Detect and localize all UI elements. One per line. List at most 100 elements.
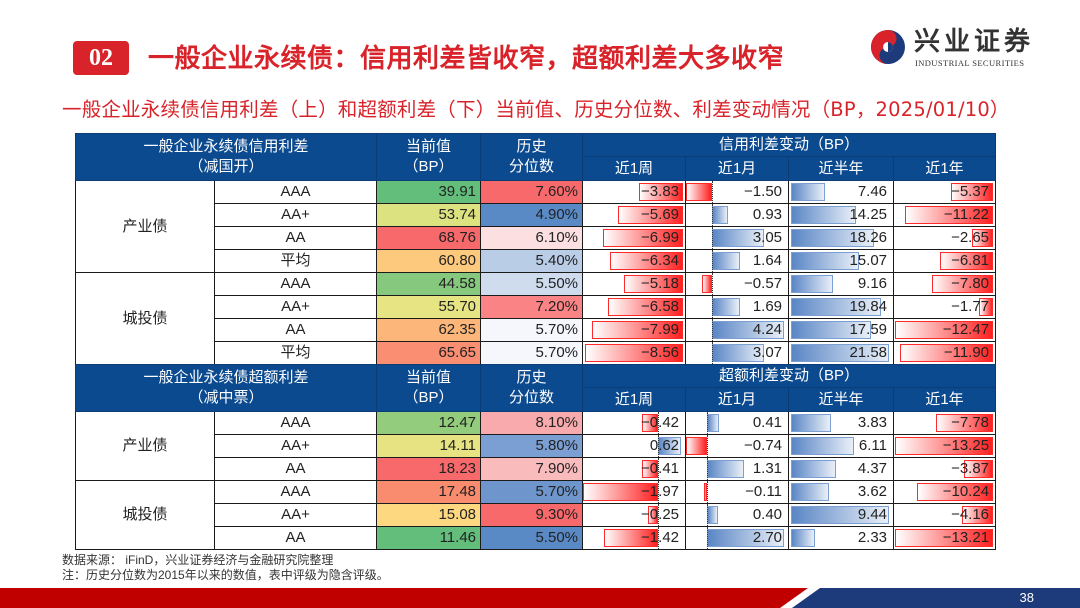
- rating: AA: [213, 457, 378, 481]
- spread-change-value: 6.11: [858, 437, 888, 454]
- historical-percentile: 5.70%: [480, 318, 584, 342]
- data-bar-axis: [707, 504, 709, 526]
- spread-change-value: 1.64: [752, 252, 783, 269]
- data-bar: [686, 183, 712, 201]
- period-header-6m: 近半年: [788, 387, 895, 412]
- spread-change-cell: 3.83: [788, 411, 895, 435]
- spread-change-cell: 1.31: [685, 457, 790, 481]
- page-title: 一般企业永续债：信用利差皆收窄，超额利差大多收窄: [148, 44, 785, 74]
- spread-change-value: −11.22: [943, 206, 990, 223]
- current-value: 39.91: [376, 180, 482, 204]
- spread-change-value: 3.05: [752, 229, 783, 246]
- data-bar: [791, 275, 833, 293]
- credit-change-group-header: 信用利差变动（BP）: [582, 133, 997, 157]
- spread-change-cell: −4.16: [893, 503, 997, 527]
- spread-change-value: −6.99: [641, 229, 680, 246]
- data-bar: [707, 506, 719, 524]
- spread-change-cell: −3.83: [582, 180, 687, 204]
- current-value: 14.11: [376, 434, 482, 458]
- data-bar: [972, 229, 994, 247]
- data-bar-axis: [707, 412, 709, 434]
- data-bar: [707, 460, 745, 478]
- logo-name-cn: 兴业证券: [914, 27, 1035, 57]
- rating: AAA: [213, 272, 378, 296]
- current-value: 15.08: [376, 503, 482, 527]
- table-row: AA+ 53.74 4.90% −5.69 0.93 14.25 −11.22: [76, 203, 997, 227]
- data-bar: [962, 506, 994, 524]
- data-source-note: 数据来源： iFinD，兴业证券经济与金融研究院整理: [62, 553, 334, 567]
- excess-change-group-header: 超额利差变动（BP）: [582, 364, 997, 388]
- spread-change-value: −13.25: [942, 437, 990, 454]
- table-subtitle: 一般企业永续债信用利差（上）和超额利差（下）当前值、历史分位数、利差变动情况（B…: [62, 98, 1010, 121]
- rating: AAA: [213, 411, 378, 435]
- current-value: 62.35: [376, 318, 482, 342]
- data-bar: [791, 344, 890, 362]
- spread-change-cell: −10.24: [893, 480, 997, 504]
- spread-change-value: 7.46: [857, 183, 888, 200]
- spread-change-cell: −0.74: [685, 434, 790, 458]
- data-bar: [931, 275, 994, 293]
- spread-change-value: 17.59: [849, 321, 888, 338]
- data-bar: [711, 252, 740, 270]
- spread-change-value: −6.58: [641, 298, 680, 315]
- percentile-header: 历史 分位数: [480, 364, 584, 412]
- spread-change-cell: −7.80: [893, 272, 997, 296]
- historical-percentile: 7.20%: [480, 295, 584, 319]
- spread-change-value: 0.40: [752, 506, 783, 523]
- spread-change-value: −0.25: [641, 506, 680, 523]
- spread-change-value: −4.16: [951, 506, 990, 523]
- bond-category: 城投债: [75, 272, 215, 365]
- current-value: 11.46: [376, 526, 482, 550]
- rating: AA: [213, 526, 378, 550]
- spread-change-cell: −1.97: [582, 480, 687, 504]
- spread-change-value: −5.18: [641, 275, 680, 292]
- data-bar: [791, 252, 860, 270]
- spread-change-value: −11.90: [943, 344, 990, 361]
- spread-change-value: −0.42: [641, 414, 680, 431]
- data-bar: [639, 183, 684, 201]
- spread-change-cell: −13.25: [893, 434, 997, 458]
- period-header-1w: 近1周: [582, 156, 687, 181]
- period-header-1y: 近1年: [893, 387, 997, 412]
- percentile-header: 历史 分位数: [480, 133, 584, 181]
- data-bar: [791, 506, 890, 524]
- spread-change-cell: 0.62: [582, 434, 687, 458]
- spread-change-value: −6.34: [641, 252, 680, 269]
- data-bar: [979, 298, 994, 316]
- spread-change-value: −1.42: [641, 529, 680, 546]
- data-bar: [791, 206, 856, 224]
- spread-change-cell: −3.87: [893, 457, 997, 481]
- table-row: AA+ 15.08 9.30% −0.25 0.40 9.44 −4.16: [76, 503, 997, 527]
- data-bar: [791, 529, 816, 547]
- period-header-1m: 近1月: [685, 387, 790, 412]
- period-header-1w: 近1周: [582, 387, 687, 412]
- spread-change-value: −0.41: [641, 460, 680, 477]
- spread-change-value: −3.87: [951, 460, 990, 477]
- bond-category: 城投债: [75, 480, 215, 550]
- rating: AA+: [213, 295, 378, 319]
- data-bar: [603, 229, 684, 247]
- spread-change-cell: −12.47: [893, 318, 997, 342]
- historical-percentile: 7.90%: [480, 457, 584, 481]
- spread-change-cell: −0.57: [685, 272, 790, 296]
- historical-percentile: 5.40%: [480, 249, 584, 273]
- data-bar: [791, 229, 874, 247]
- current-value: 17.48: [376, 480, 482, 504]
- spread-change-value: −6.81: [951, 252, 990, 269]
- rating: 平均: [213, 249, 378, 273]
- industrial-securities-logo-icon: [871, 30, 905, 64]
- historical-percentile: 9.30%: [480, 503, 584, 527]
- spread-change-cell: 19.84: [788, 295, 895, 319]
- spread-change-cell: −1.50: [685, 180, 790, 204]
- current-value: 68.76: [376, 226, 482, 250]
- spread-change-value: −7.80: [951, 275, 990, 292]
- spread-change-value: 2.70: [752, 529, 783, 546]
- spread-change-value: 2.33: [857, 529, 888, 546]
- data-bar-axis: [657, 504, 659, 526]
- spread-change-cell: −0.25: [582, 503, 687, 527]
- spread-change-value: −13.21: [942, 529, 990, 546]
- data-bar: [623, 275, 684, 293]
- spread-change-cell: −1.42: [582, 526, 687, 550]
- spread-change-value: 19.84: [849, 298, 888, 315]
- table-row: 产业债 AAA 39.91 7.60% −3.83 −1.50 7.46 −5.37: [75, 180, 997, 273]
